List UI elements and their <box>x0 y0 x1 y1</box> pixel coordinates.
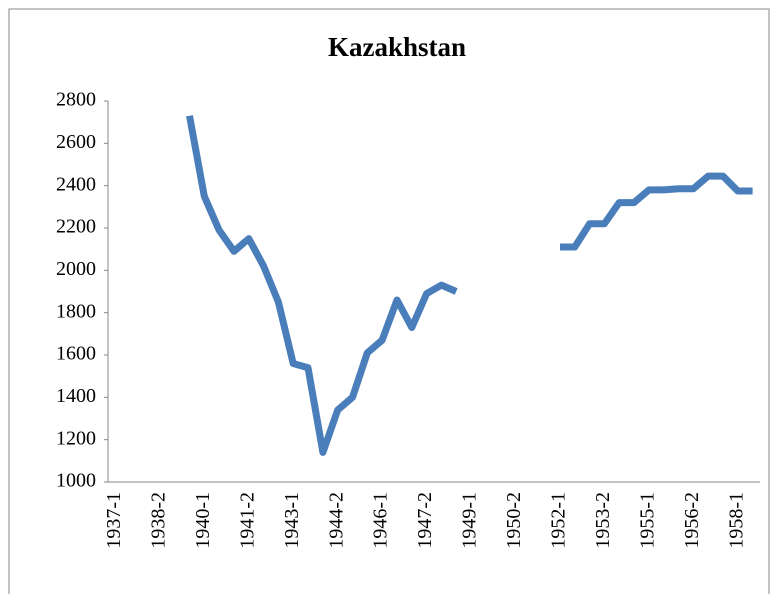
x-tick-label: 1943-1 <box>281 492 303 549</box>
x-tick-label: 1958-1 <box>725 492 747 549</box>
y-tick-label: 2200 <box>56 216 96 238</box>
x-tick-label: 1944-2 <box>325 492 347 549</box>
x-tick-label: 1946-1 <box>370 492 392 549</box>
x-tick-label: 1938-2 <box>147 492 169 549</box>
y-tick-label: 1600 <box>56 343 96 365</box>
x-tick-label: 1949-1 <box>459 492 481 549</box>
y-tick-label: 1800 <box>56 300 96 322</box>
x-tick-label: 1955-1 <box>636 492 658 549</box>
data-line <box>186 115 753 456</box>
x-tick-label: 1953-2 <box>592 492 614 549</box>
x-tick-label: 1947-2 <box>414 492 436 549</box>
chart-border <box>8 8 770 594</box>
x-tick-label: 1940-1 <box>192 492 214 549</box>
y-tick-label: 2800 <box>56 89 96 111</box>
x-tick-label: 1950-2 <box>503 492 525 549</box>
x-tick-label: 1941-2 <box>236 492 258 549</box>
y-tick-label: 2400 <box>56 173 96 195</box>
x-tick-label: 1952-1 <box>548 492 570 549</box>
chart-title: Kazakhstan <box>328 32 466 62</box>
x-tick-label: 1937-1 <box>103 492 125 549</box>
y-tick-label: 2600 <box>56 131 96 153</box>
x-tick-label: 1956-2 <box>681 492 703 549</box>
y-tick-label: 2000 <box>56 258 96 280</box>
y-tick-label: 1000 <box>56 470 96 492</box>
y-tick-label: 1400 <box>56 385 96 407</box>
y-tick-label: 1200 <box>56 427 96 449</box>
